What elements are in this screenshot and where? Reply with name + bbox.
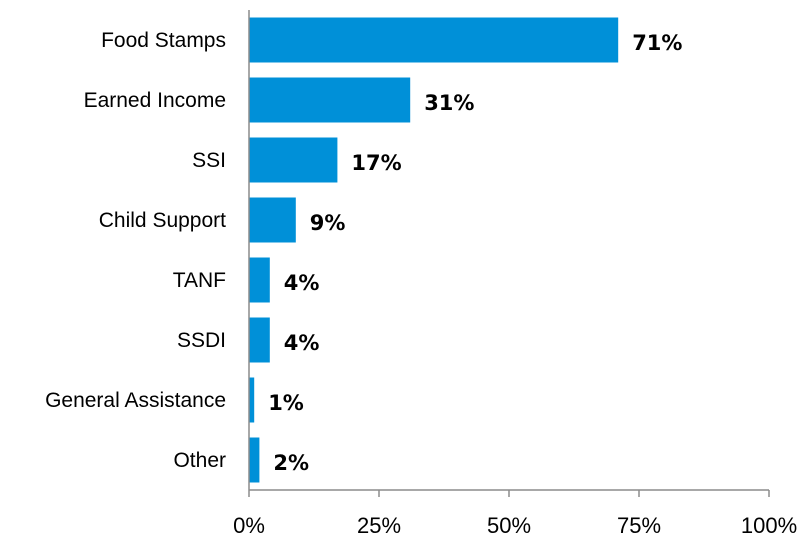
bar-ssdi <box>249 317 270 363</box>
x-ticks <box>248 490 770 497</box>
bars-group <box>249 17 619 483</box>
bar-general-assistance <box>249 377 255 423</box>
value-label: 71% <box>632 31 682 55</box>
x-tick-label: 75% <box>617 513 661 536</box>
x-tick-label: 50% <box>487 513 531 536</box>
category-label: SSI <box>192 149 226 172</box>
x-tick-labels: 0% 25% 50% 75% 100% <box>233 513 797 536</box>
value-labels: 71% 31% 17% 9% 4% 4% 1% 2% <box>268 31 682 475</box>
bar-other <box>249 437 260 483</box>
category-label: TANF <box>173 269 226 292</box>
value-label: 4% <box>284 271 320 295</box>
bar-child-support <box>249 197 296 243</box>
bar-earned-income <box>249 77 411 123</box>
category-label: General Assistance <box>45 389 226 412</box>
category-label: Other <box>173 449 226 472</box>
value-label: 31% <box>424 91 474 115</box>
x-tick-label: 25% <box>357 513 401 536</box>
value-label: 4% <box>284 331 320 355</box>
category-label: SSDI <box>177 329 226 352</box>
value-label: 2% <box>273 451 309 475</box>
value-label: 17% <box>351 151 401 175</box>
bar-food-stamps <box>249 17 619 63</box>
category-labels: Food Stamps Earned Income SSI Child Support… <box>45 29 226 472</box>
x-tick-label: 100% <box>741 513 797 536</box>
x-tick-label: 0% <box>233 513 265 536</box>
category-label: Food Stamps <box>101 29 226 52</box>
category-label: Child Support <box>99 209 226 232</box>
value-label: 1% <box>268 391 304 415</box>
category-label: Earned Income <box>84 89 226 112</box>
bar-ssi <box>249 137 338 183</box>
value-label: 9% <box>310 211 346 235</box>
bar-tanf <box>249 257 270 303</box>
